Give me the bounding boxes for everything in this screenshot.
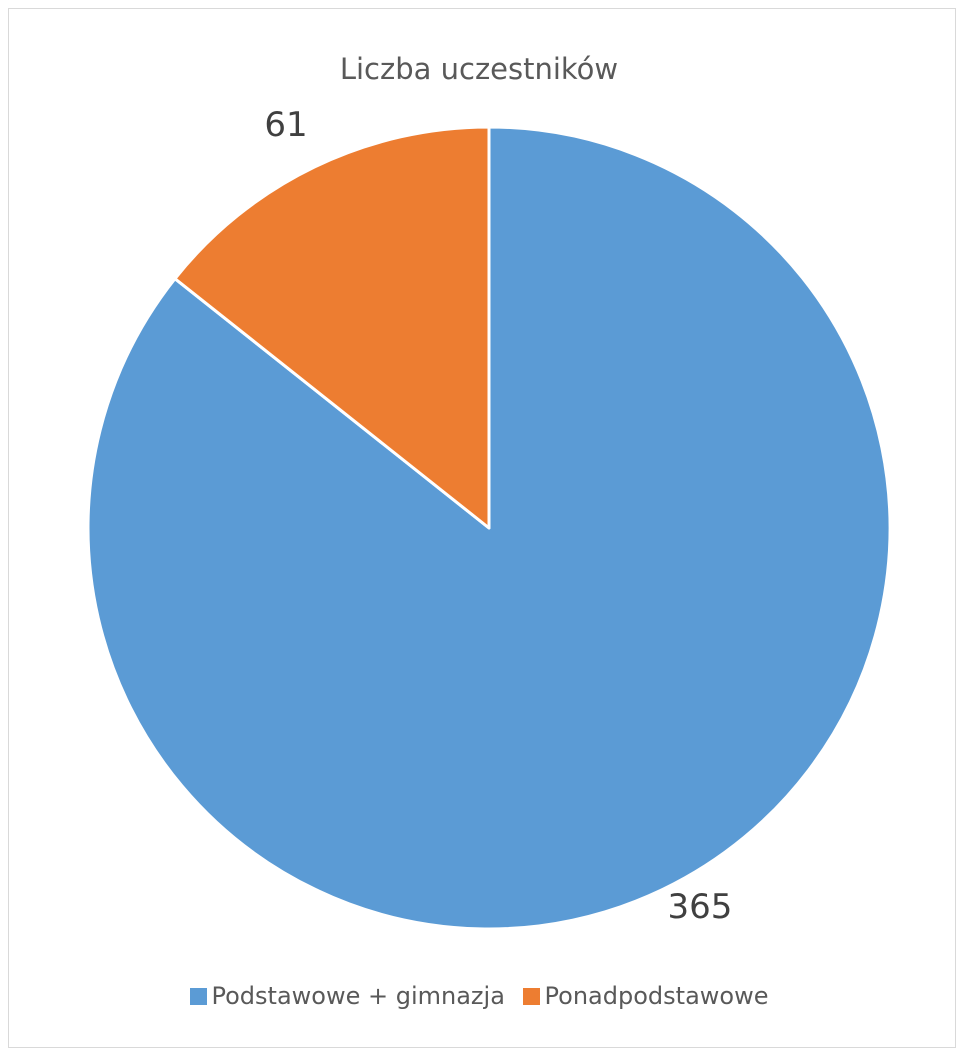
legend-label-podstawowe: Podstawowe + gimnazja bbox=[211, 982, 505, 1010]
legend: Podstawowe + gimnazja Ponadpodstawowe bbox=[0, 982, 958, 1011]
pie-slice-ponadpodstawowe bbox=[173, 125, 491, 530]
legend-item-ponadpodstawowe: Ponadpodstawowe bbox=[522, 982, 769, 1010]
legend-item-podstawowe: Podstawowe + gimnazja bbox=[189, 982, 505, 1010]
legend-swatch-podstawowe bbox=[189, 987, 207, 1005]
data-label-podstawowe: 365 bbox=[668, 887, 733, 927]
data-label-ponadpodstawowe: 61 bbox=[264, 105, 307, 145]
legend-label-ponadpodstawowe: Ponadpodstawowe bbox=[544, 982, 769, 1010]
chart-title: Liczba uczestników bbox=[339, 52, 619, 86]
legend-swatch-ponadpodstawowe bbox=[522, 987, 540, 1005]
